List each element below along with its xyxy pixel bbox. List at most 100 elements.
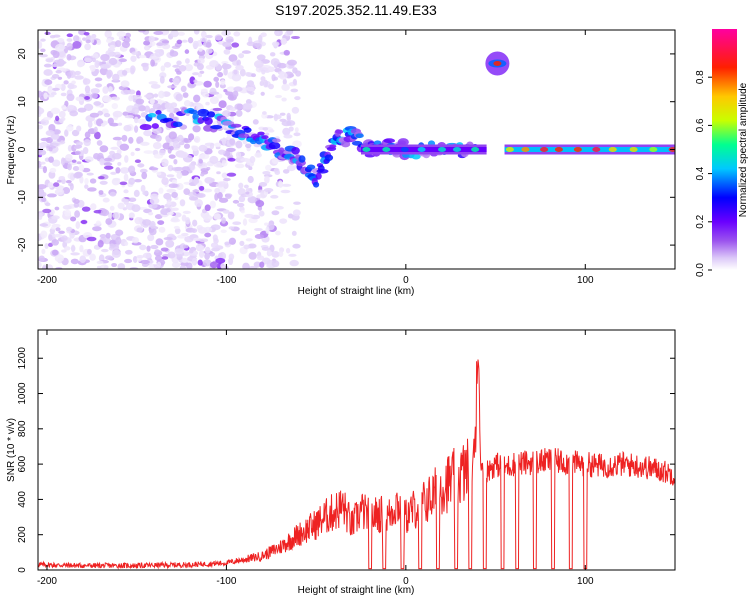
spectrogram-cell <box>172 64 180 68</box>
y-tick-label: 0 <box>17 567 28 573</box>
spectrogram-cell <box>40 48 46 53</box>
spectrogram-cell <box>136 255 145 259</box>
spectrogram-cell <box>281 83 290 91</box>
spectrogram-cell <box>183 99 191 107</box>
spectrogram-cell <box>151 123 159 129</box>
spectrogram-cell <box>175 93 183 102</box>
spectrogram-cell <box>58 118 64 124</box>
y-tick-label: 0 <box>17 146 28 152</box>
spectrogram-cell <box>99 180 108 185</box>
spectrogram-cell <box>102 197 110 203</box>
spectrogram-cell <box>264 175 270 184</box>
spectrogram-cell <box>238 133 250 139</box>
spectrogram-cell <box>158 149 166 156</box>
spectrogram-cell <box>362 147 371 152</box>
spectrogram-cell <box>169 145 174 151</box>
spectrogram-cell <box>283 134 293 139</box>
spectrogram-cell <box>71 129 80 137</box>
spectrogram-cell <box>38 184 47 190</box>
spectrogram-cell <box>204 204 211 212</box>
spectrogram-cell <box>38 107 45 115</box>
spectrogram-cell <box>233 69 238 75</box>
spectrogram-cell <box>39 223 49 227</box>
spectrogram-cell <box>64 246 71 251</box>
spectrogram-cell <box>105 232 111 239</box>
spectrogram-cell <box>262 170 271 175</box>
spectrogram-cell <box>242 218 248 226</box>
y-tick-label: 10 <box>17 96 28 108</box>
spectrogram-cell <box>89 64 96 72</box>
spectrogram-cell <box>76 161 82 165</box>
spectrogram-cell <box>87 120 93 128</box>
spectrogram-cell <box>150 244 159 250</box>
spectrogram-cell <box>233 31 241 37</box>
spectrogram-cell <box>166 174 175 178</box>
spectrogram-cell <box>110 146 120 150</box>
spectrogram-cell <box>168 131 177 140</box>
spectrogram-cell <box>286 30 294 35</box>
spectrogram-cell <box>66 53 72 61</box>
spectrogram-cell <box>192 112 199 121</box>
spectrogram-cell <box>260 76 266 82</box>
spectrogram-cell <box>48 156 54 163</box>
spectrogram-cell <box>250 73 257 78</box>
spectrogram-cell <box>84 43 91 51</box>
spectrogram-cell <box>91 57 96 63</box>
spectrogram-cell <box>160 205 165 209</box>
spectrogram-cell <box>148 35 155 43</box>
spectrogram-cell <box>205 101 210 106</box>
spectrogram-cell <box>40 230 48 239</box>
spectrogram-cell <box>265 164 272 171</box>
spectrogram-cell <box>280 37 287 45</box>
spectrogram-cell <box>42 208 52 214</box>
spectrogram-cell <box>50 49 58 56</box>
spectrogram-cell <box>102 95 112 103</box>
spectrogram-cell <box>65 154 73 162</box>
spectrogram-cell <box>288 253 297 257</box>
spectrogram-ylabel: Frequency (Hz) <box>6 116 17 185</box>
spectrogram-cell <box>62 205 72 210</box>
spectrogram-cell <box>274 94 283 99</box>
spectrogram-cell <box>75 221 81 230</box>
spectrogram-cell <box>100 63 110 70</box>
spectrogram-cell <box>271 210 280 216</box>
spectrogram-cell <box>66 93 75 102</box>
spectrogram-cell <box>150 83 161 89</box>
spectrogram-cell <box>271 260 280 268</box>
spectrogram-cell <box>228 54 238 63</box>
spectrogram-cell <box>154 214 163 220</box>
spectrogram-cell <box>136 136 144 144</box>
spectrogram-cell <box>269 52 276 57</box>
spectrogram-cell <box>202 92 210 98</box>
spectrogram-cell <box>204 117 213 125</box>
spectrogram-cell <box>193 79 198 83</box>
spectrogram-cell <box>258 181 268 187</box>
spectrogram-cell <box>127 89 136 95</box>
spectrogram-cell <box>84 96 90 100</box>
spectrogram-cell <box>67 104 75 110</box>
spectrogram-cell <box>44 79 53 85</box>
spectrogram-cell <box>79 244 84 253</box>
spectrogram-cell <box>48 234 53 241</box>
spectrogram-cell <box>203 80 212 88</box>
spectrogram-cell <box>106 69 113 78</box>
spectrogram-cell <box>139 168 148 174</box>
spectrogram-cell <box>204 232 212 238</box>
spectrogram-cell <box>57 76 63 80</box>
spectrogram-cell <box>87 187 97 192</box>
spectrogram-cell <box>191 178 200 185</box>
spectrogram-cell <box>209 91 220 95</box>
spectrogram-cell <box>112 73 120 82</box>
y-tick-label: 20 <box>17 48 28 60</box>
spectrogram-cell <box>198 185 205 191</box>
spectrogram-cell <box>223 177 231 182</box>
spectrogram-cell <box>148 167 159 171</box>
spectrogram-cell <box>176 70 182 75</box>
chart-title: S197.2025.352.11.49.E33 <box>275 2 437 18</box>
spectrogram-cell <box>130 67 135 75</box>
spectrogram-cell <box>43 92 48 100</box>
spectrogram-cell <box>83 55 93 63</box>
spectrogram-cell <box>153 31 164 35</box>
